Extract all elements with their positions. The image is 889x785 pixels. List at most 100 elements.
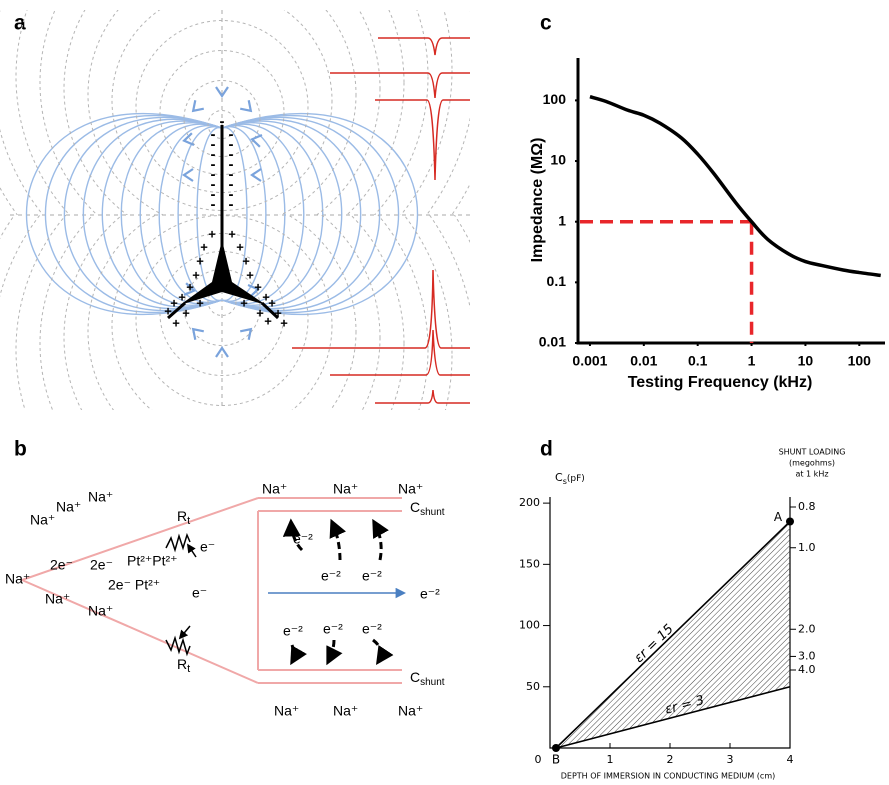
charge: + — [274, 305, 282, 320]
label-part: C — [410, 669, 420, 685]
x-tick-label: 2 — [667, 753, 674, 766]
field-line — [221, 123, 305, 305]
point — [786, 517, 794, 526]
x-tick-label: 1 — [607, 753, 614, 766]
field-arrow — [250, 133, 263, 148]
ion-label: Na⁺ — [45, 591, 70, 607]
y-tick-label: 10 — [550, 152, 566, 168]
y-tick-label: 0.1 — [547, 273, 567, 289]
ion-label: Na⁺ — [398, 703, 423, 719]
x-tick-label: 3 — [727, 753, 734, 766]
arrow — [326, 639, 343, 666]
charge: - — [229, 126, 234, 143]
charge: - — [211, 146, 216, 163]
charge: + — [196, 253, 204, 268]
equipotential — [207, 287, 237, 316]
arrow — [187, 543, 197, 558]
trace — [375, 389, 470, 404]
x-tick-label: 4 — [787, 753, 794, 766]
arrow — [372, 518, 389, 561]
trace — [378, 37, 470, 56]
label-part: R — [177, 656, 187, 672]
charge: - — [211, 136, 216, 153]
y-tick-label: 150 — [519, 557, 540, 570]
equipotential — [159, 251, 285, 376]
y-tick-label: 100 — [543, 91, 567, 107]
ion-label: Na⁺ — [274, 703, 299, 719]
charge: - — [211, 196, 216, 213]
charge: + — [262, 289, 270, 304]
point-label: A — [774, 510, 783, 524]
field-line — [221, 122, 324, 306]
point — [552, 744, 560, 752]
electrode-diagram — [19, 497, 402, 684]
ion-label: Na⁺ — [88, 489, 113, 505]
label-part: (pF) — [567, 474, 585, 484]
field-line — [82, 118, 223, 310]
data-line — [589, 95, 881, 278]
field-arrow — [191, 327, 204, 340]
label-part: s — [563, 477, 567, 486]
panel-label: b — [14, 438, 27, 461]
equipotential — [0, 215, 453, 410]
x-tick-label: 0.01 — [630, 353, 657, 369]
x-axis-label: Testing Frequency (kHz) — [628, 374, 813, 391]
charge: + — [280, 315, 288, 330]
equipotential — [0, 215, 470, 310]
label-part: t — [187, 515, 190, 527]
equipotential — [183, 80, 261, 157]
ion-label: e⁻² — [321, 568, 341, 584]
ion-label: e⁻² — [362, 621, 382, 637]
ion-label: Na⁺ — [56, 499, 81, 515]
charge: + — [254, 279, 262, 294]
charge: + — [236, 239, 244, 254]
arrow — [290, 644, 307, 666]
ion-label: Na⁺ — [333, 703, 358, 719]
x-axis-label: DEPTH OF IMMERSION IN CONDUCTING MEDIUM … — [561, 772, 776, 781]
equipotential — [15, 10, 429, 215]
charge: + — [170, 295, 178, 310]
point-label: B — [552, 753, 560, 767]
ion-label: e⁻² — [420, 586, 440, 602]
charge: + — [242, 253, 250, 268]
charge: - — [220, 113, 225, 130]
trace — [330, 72, 470, 99]
arrow — [178, 625, 191, 640]
electron-arrows — [282, 518, 394, 666]
field-arrow — [250, 168, 262, 182]
charge: + — [256, 305, 264, 320]
y2-tick-label: 1.0 — [798, 541, 816, 554]
panel-label: d — [540, 438, 553, 461]
ion-label: e⁻² — [362, 568, 382, 584]
field-line — [120, 122, 223, 306]
field-arrow — [240, 327, 253, 340]
charge: + — [264, 313, 272, 328]
ion-label: Na⁺ — [88, 603, 113, 619]
y-tick-label: 100 — [519, 619, 540, 632]
charge: + — [246, 267, 254, 282]
y-tick-label: 0.01 — [539, 334, 566, 350]
charge: - — [211, 176, 216, 193]
dendrite — [260, 301, 280, 320]
y-tick-label: 200 — [519, 496, 540, 509]
data-line — [555, 520, 791, 749]
field-arrow — [240, 100, 253, 113]
x-tick-label: 10 — [798, 353, 814, 369]
field-line — [25, 113, 223, 315]
charge: + — [182, 305, 190, 320]
resistor — [165, 532, 191, 553]
label-part: t — [187, 663, 190, 675]
equipotential — [87, 215, 357, 410]
charge: + — [240, 295, 248, 310]
y2-tick-label: 0.8 — [798, 500, 816, 513]
label-part: R — [177, 508, 187, 524]
charge: + — [228, 226, 236, 241]
ion-label: Na⁺ — [5, 571, 30, 587]
ion-label: Na⁺ — [262, 481, 287, 497]
ion-label: 2e⁻ Pt²⁺ — [108, 577, 160, 593]
field-line — [139, 123, 223, 305]
arrow — [372, 638, 394, 665]
field-line — [63, 116, 223, 312]
data-line — [555, 686, 791, 749]
field-line — [221, 118, 362, 310]
